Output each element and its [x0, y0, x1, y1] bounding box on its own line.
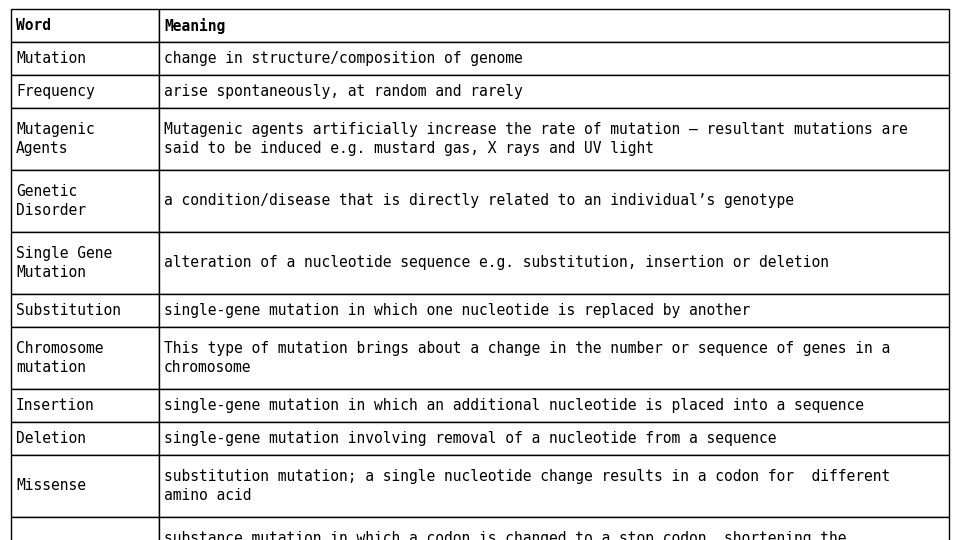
Bar: [159, 170, 949, 232]
Bar: [159, 389, 949, 422]
Text: change in structure/composition of genome: change in structure/composition of genom…: [164, 51, 523, 66]
Bar: [159, 108, 949, 170]
Text: substitution mutation; a single nucleotide change results in a codon for  differ: substitution mutation; a single nucleoti…: [164, 469, 890, 503]
Text: Genetic
Disorder: Genetic Disorder: [16, 184, 86, 218]
Text: alteration of a nucleotide sequence e.g. substitution, insertion or deletion: alteration of a nucleotide sequence e.g.…: [164, 255, 829, 271]
Bar: [159, 232, 949, 294]
Text: single-gene mutation involving removal of a nucleotide from a sequence: single-gene mutation involving removal o…: [164, 431, 777, 446]
Bar: [11, 389, 159, 422]
Text: Mutagenic
Agents: Mutagenic Agents: [16, 122, 95, 156]
Text: Missense: Missense: [16, 478, 86, 494]
Text: single-gene mutation in which one nucleotide is replaced by another: single-gene mutation in which one nucleo…: [164, 303, 751, 318]
Bar: [159, 42, 949, 75]
Bar: [159, 517, 949, 540]
Text: arise spontaneously, at random and rarely: arise spontaneously, at random and rarel…: [164, 84, 523, 99]
Text: substance mutation in which a codon is changed to a stop codon, shortening the
r: substance mutation in which a codon is c…: [164, 531, 847, 540]
Bar: [11, 42, 159, 75]
Bar: [11, 170, 159, 232]
Bar: [11, 232, 159, 294]
Text: Meaning: Meaning: [164, 17, 226, 33]
Bar: [159, 9, 949, 42]
Bar: [11, 75, 159, 108]
Text: This type of mutation brings about a change in the number or sequence of genes i: This type of mutation brings about a cha…: [164, 341, 890, 375]
Text: Mutation: Mutation: [16, 51, 86, 66]
Text: Mutagenic agents artificially increase the rate of mutation – resultant mutation: Mutagenic agents artificially increase t…: [164, 122, 908, 156]
Text: Substitution: Substitution: [16, 303, 121, 318]
Bar: [11, 294, 159, 327]
Bar: [159, 455, 949, 517]
Bar: [11, 327, 159, 389]
Text: Frequency: Frequency: [16, 84, 95, 99]
Text: a condition/disease that is directly related to an individual’s genotype: a condition/disease that is directly rel…: [164, 193, 794, 208]
Bar: [159, 327, 949, 389]
Bar: [11, 422, 159, 455]
Text: Word: Word: [16, 18, 51, 33]
Bar: [159, 75, 949, 108]
Bar: [11, 108, 159, 170]
Bar: [159, 422, 949, 455]
Bar: [159, 294, 949, 327]
Text: single-gene mutation in which an additional nucleotide is placed into a sequence: single-gene mutation in which an additio…: [164, 398, 864, 413]
Text: Insertion: Insertion: [16, 398, 95, 413]
Text: Deletion: Deletion: [16, 431, 86, 446]
Text: Chromosome
mutation: Chromosome mutation: [16, 341, 104, 375]
Bar: [11, 517, 159, 540]
Bar: [11, 455, 159, 517]
Text: Single Gene
Mutation: Single Gene Mutation: [16, 246, 112, 280]
Bar: [11, 9, 159, 42]
